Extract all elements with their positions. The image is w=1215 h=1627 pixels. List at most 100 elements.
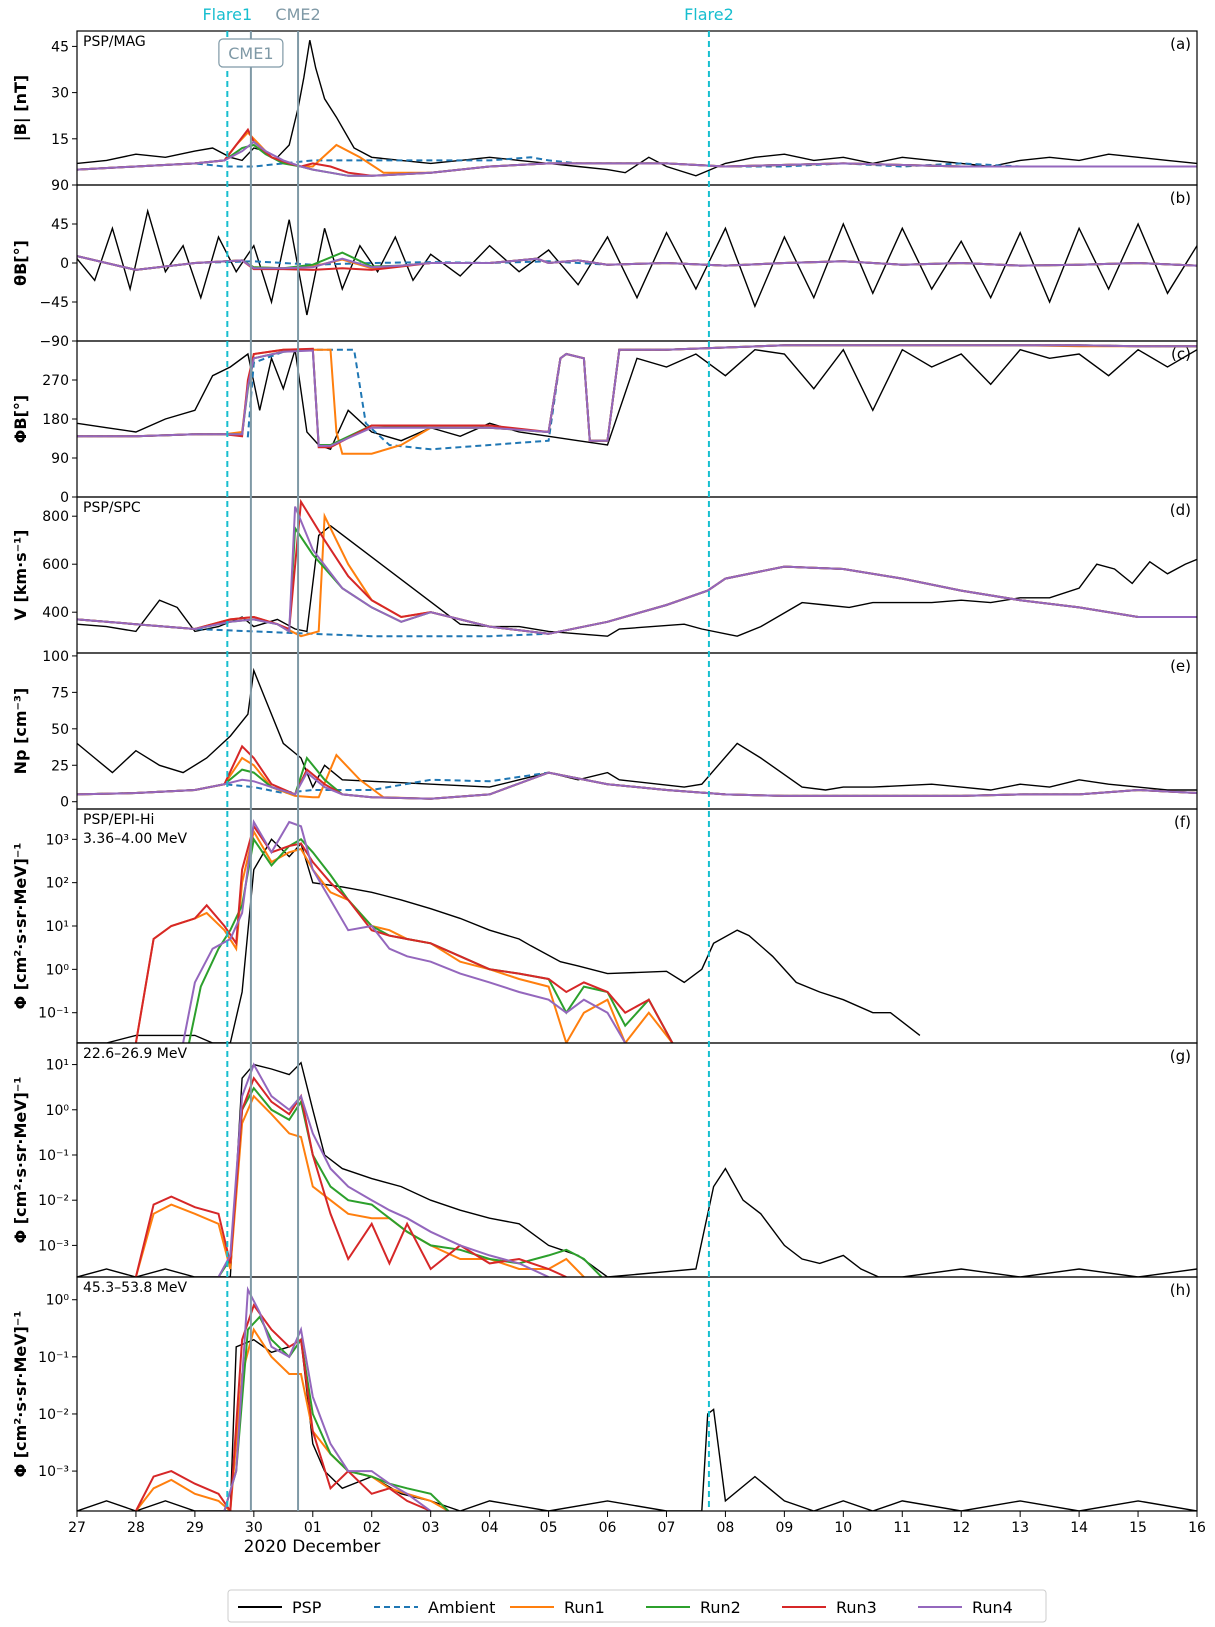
panel-frame xyxy=(76,496,1198,654)
event-label-cme1: CME1 xyxy=(228,44,273,63)
y-tick-label: 10⁻¹ xyxy=(38,1006,69,1022)
series-run3 xyxy=(135,1303,432,1511)
x-tick-label: 09 xyxy=(775,1520,793,1536)
panel-h: 10⁻³ 10⁻² 10⁻¹ 10⁰ (h) 45.3–53.8 MeV Φ [cm²·s·… xyxy=(11,1276,1198,1512)
x-tick-label: 08 xyxy=(717,1520,735,1536)
legend-label-run1: Run1 xyxy=(564,1598,605,1617)
panel-a: 15 30 45 (a) PSP/MAG |B| [nT] xyxy=(11,30,1198,186)
event-label-flare2: Flare2 xyxy=(684,5,734,24)
x-tick-label: 27 xyxy=(68,1520,86,1536)
y-axis-label: Np [cm⁻³] xyxy=(11,688,30,775)
legend-frame xyxy=(227,1589,1047,1623)
x-tick-label: 04 xyxy=(481,1520,499,1536)
panel-letter: (d) xyxy=(1170,501,1191,519)
x-tick-label: 12 xyxy=(952,1520,970,1536)
panel-letter: (h) xyxy=(1170,1281,1191,1299)
y-tick-label: 180 xyxy=(42,412,69,428)
series-ambient xyxy=(77,156,1197,171)
series-run4 xyxy=(77,771,1197,800)
y-tick-label: 10⁰ xyxy=(46,1293,70,1309)
y-tick-label: 75 xyxy=(51,685,69,701)
y-tick-label: 25 xyxy=(51,758,69,774)
series-psp xyxy=(77,1061,1197,1277)
x-tick-label: 01 xyxy=(304,1520,322,1536)
series-run4 xyxy=(77,140,1197,177)
legend-label-ambient: Ambient xyxy=(428,1598,495,1617)
y-tick-label: 100 xyxy=(42,649,69,665)
panel-frame xyxy=(76,808,1198,1044)
legend: PSP Ambient Run1 Run2 Run3 Run4 xyxy=(227,1589,1047,1623)
y-tick-label: 10⁻¹ xyxy=(38,1148,69,1164)
series-run1 xyxy=(134,1094,585,1277)
x-tick-label: 13 xyxy=(1011,1520,1029,1536)
y-tick-label: 45 xyxy=(51,39,69,55)
energy-label: 45.3–53.8 MeV xyxy=(83,1280,187,1296)
event-label-cme2: CME2 xyxy=(275,5,320,24)
x-tick-label: 15 xyxy=(1129,1520,1147,1536)
series-run2 xyxy=(77,755,1197,800)
y-tick-label: −90 xyxy=(39,334,69,350)
panel-b: −90 −45 0 45 90 (b) θB[°] xyxy=(11,178,1198,350)
event-label-flare1: Flare1 xyxy=(202,5,252,24)
y-tick-label: 45 xyxy=(51,217,69,233)
y-axis-label: V [km·s⁻¹] xyxy=(11,530,30,621)
series-run2 xyxy=(188,836,674,1043)
x-tick-label: 02 xyxy=(363,1520,381,1536)
series-run4 xyxy=(77,506,1197,635)
series-run1 xyxy=(135,1327,449,1511)
x-tick-label: 14 xyxy=(1070,1520,1088,1536)
x-tick-label: 07 xyxy=(658,1520,676,1536)
legend-label-psp: PSP xyxy=(292,1598,322,1617)
panel-frame xyxy=(76,1042,1198,1278)
y-tick-label: 10² xyxy=(46,876,69,892)
series-psp xyxy=(77,667,1197,791)
x-tick-label: 06 xyxy=(599,1520,617,1536)
x-tick-label: 11 xyxy=(893,1520,911,1536)
y-tick-label: 30 xyxy=(51,86,69,102)
series-run1 xyxy=(134,829,674,1043)
legend-label-run3: Run3 xyxy=(836,1598,877,1617)
y-tick-label: 10³ xyxy=(46,832,69,848)
y-tick-label: 800 xyxy=(42,509,69,525)
instrument-label: PSP/EPI-Hi xyxy=(83,812,154,828)
y-tick-label: 10⁻² xyxy=(38,1193,69,1209)
x-tick-label: 30 xyxy=(245,1520,263,1536)
panel-letter: (c) xyxy=(1171,345,1191,363)
x-tick-label: 29 xyxy=(186,1520,204,1536)
x-tick-label: 28 xyxy=(127,1520,145,1536)
series-run3 xyxy=(77,344,1197,449)
legend-label-run2: Run2 xyxy=(700,1598,741,1617)
series-ambient xyxy=(77,344,1197,451)
series-run4 xyxy=(182,818,627,1043)
panel-e: 0 25 50 75 100 (e) Np [cm⁻³] xyxy=(11,649,1198,811)
x-axis-label: 2020 December xyxy=(244,1537,381,1557)
y-tick-label: 0 xyxy=(60,795,69,811)
y-axis-label: Φ [cm²·s·sr·MeV]⁻¹ xyxy=(11,843,30,1010)
y-axis-label: ΦB[°] xyxy=(11,395,30,443)
y-tick-label: 10⁻¹ xyxy=(38,1350,69,1366)
y-tick-label: 10¹ xyxy=(46,1058,69,1074)
y-axis-label: Φ [cm²·s·sr·MeV]⁻¹ xyxy=(11,1311,30,1478)
series-ambient xyxy=(77,771,1197,797)
y-axis-label: θB[°] xyxy=(11,240,30,286)
instrument-label: PSP/SPC xyxy=(83,500,141,516)
panel-g: 10⁻³ 10⁻² 10⁻¹ 10⁰ 10¹ (g) 22.6–26.9 MeV Φ [cm²… xyxy=(11,1042,1198,1278)
panel-letter: (a) xyxy=(1170,35,1191,53)
y-axis-label: Φ [cm²·s·sr·MeV]⁻¹ xyxy=(11,1077,30,1244)
y-tick-label: 600 xyxy=(42,557,69,573)
series-psp xyxy=(77,838,921,1043)
y-tick-label: 10⁰ xyxy=(46,1103,70,1119)
y-tick-label: 10⁻³ xyxy=(38,1464,69,1480)
y-tick-label: 50 xyxy=(51,722,69,738)
series-psp xyxy=(77,208,1197,316)
y-tick-label: 0 xyxy=(60,256,69,272)
y-tick-label: 0 xyxy=(60,490,69,506)
panel-frame xyxy=(76,1276,1198,1512)
panel-d: 400 600 800 (d) PSP/SPC V [km·s⁻¹] xyxy=(11,496,1198,654)
series-run4 xyxy=(223,1286,432,1511)
x-tick-label: 03 xyxy=(422,1520,440,1536)
energy-label: 22.6–26.9 MeV xyxy=(83,1046,187,1062)
y-tick-label: 90 xyxy=(51,451,69,467)
y-tick-label: 10⁻³ xyxy=(38,1238,69,1254)
series-run3 xyxy=(77,744,1197,800)
